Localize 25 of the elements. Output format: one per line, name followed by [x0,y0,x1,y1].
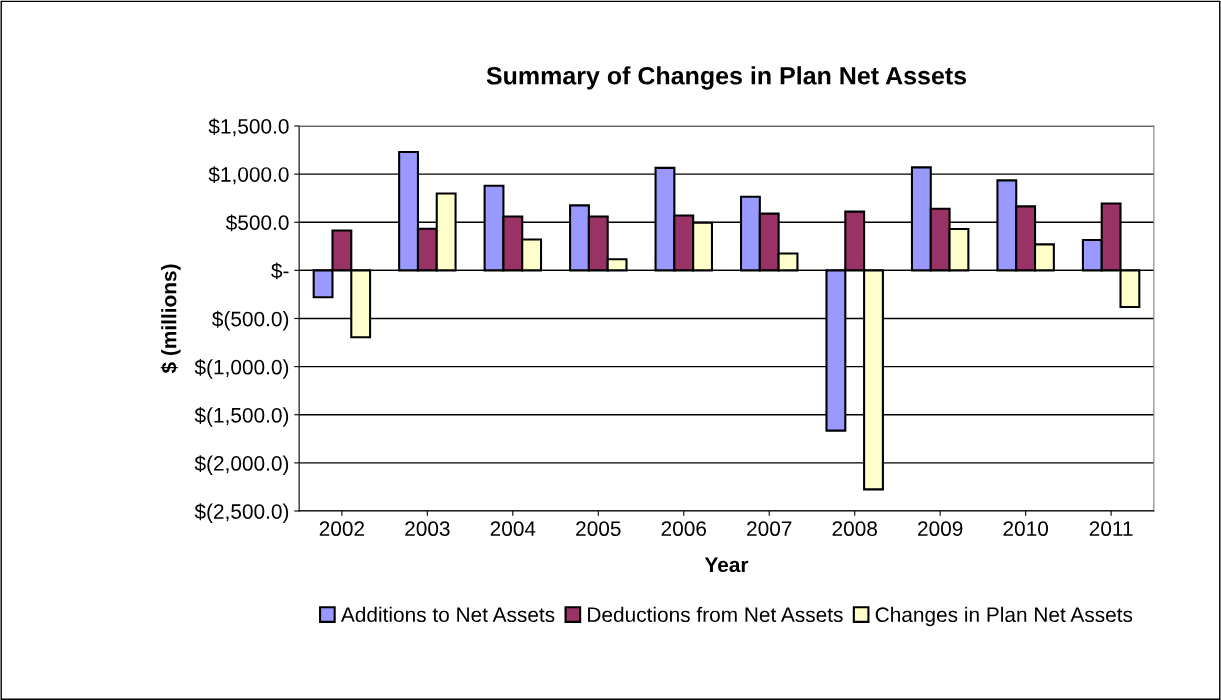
x-tick-label: 2011 [1089,521,1133,537]
legend-label: Changes in Plan Net Assets [875,606,1133,627]
legend-label: Additions to Net Assets [340,606,555,623]
y-tick-label: $(2,000.0) [194,455,289,475]
y-tick-label: $(2,500.0) [194,503,289,524]
x-tick-label: 2009 [918,521,963,537]
y-tick-label: $(1,000.0) [194,358,289,379]
legend-label: Deductions from Net Assets [588,606,843,623]
x-tick-label: 2006 [661,521,707,537]
y-tick-label: $1,500.0 [208,118,289,137]
x-tick-label: 2010 [1003,521,1048,537]
x-tick-label: 2004 [490,521,536,537]
y-tick-label: $500.0 [225,214,289,232]
x-tick-label: 2003 [405,521,450,537]
x-tick-label: 2002 [319,521,365,537]
x-axis-title: Year [704,557,749,573]
y-tick-label: $1,000.0 [208,166,289,185]
y-tick-label: $(1,500.0) [194,407,289,427]
y-tick-label: $- [271,262,289,280]
chart-title: Summary of Changes in Plan Net Assets [486,66,967,90]
x-tick-label: 2007 [747,521,792,537]
x-tick-label: 2008 [832,521,877,537]
y-tick-label: $(500.0) [212,310,289,331]
y-axis-title: $ (millions) [160,264,181,374]
x-tick-label: 2005 [576,521,621,537]
